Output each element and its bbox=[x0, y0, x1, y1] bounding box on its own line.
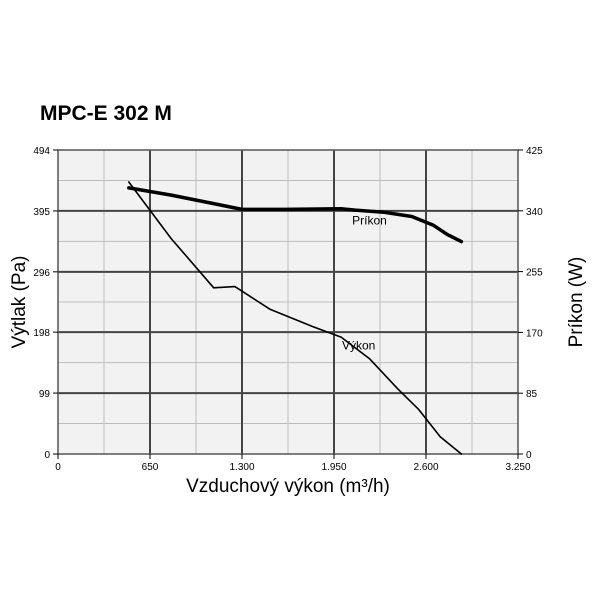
y-right-tick-label: 85 bbox=[526, 389, 538, 400]
y-left-tick-label: 296 bbox=[33, 268, 50, 279]
series-label-prikon: Príkon bbox=[352, 214, 387, 228]
series-lines bbox=[127, 181, 464, 455]
x-tick-label: 1.300 bbox=[229, 462, 254, 473]
x-tick-label: 1.950 bbox=[321, 462, 346, 473]
x-tick-label: 650 bbox=[142, 462, 159, 473]
y-right-axis-title: Príkon (W) bbox=[566, 257, 587, 348]
x-tick-label: 2.600 bbox=[413, 462, 438, 473]
series-label-vykon: Výkon bbox=[342, 338, 375, 352]
y-left-tick-label: 395 bbox=[33, 207, 50, 218]
series-labels: Výkon Príkon bbox=[342, 214, 387, 353]
y-left-tick-label: 0 bbox=[44, 450, 50, 461]
series-line-prikon bbox=[127, 186, 464, 244]
y-right-tick-label: 170 bbox=[526, 328, 543, 339]
tick-labels: 0 650 1.300 1.950 2.600 3.2500991982963954940… bbox=[33, 146, 543, 473]
y-right-tick-label: 255 bbox=[526, 268, 543, 279]
major-gridlines bbox=[58, 150, 518, 454]
y-right-tick-label: 0 bbox=[526, 450, 532, 461]
x-tick-label: 0 bbox=[55, 462, 61, 473]
series-line-vykon bbox=[128, 181, 463, 455]
y-left-tick-label: 198 bbox=[33, 328, 50, 339]
y-left-axis-title: Výtlak (Pa) bbox=[9, 256, 30, 349]
chart-title: MPC-E 302 M bbox=[40, 102, 172, 125]
y-right-tick-label: 425 bbox=[526, 146, 543, 157]
plot-frame bbox=[57, 149, 519, 455]
y-left-tick-label: 99 bbox=[39, 389, 51, 400]
x-tick-label: 3.250 bbox=[505, 462, 530, 473]
y-right-tick-label: 340 bbox=[526, 207, 543, 218]
tick-marks bbox=[53, 149, 523, 459]
x-axis-title: Vzduchový výkon (m³/h) bbox=[186, 476, 390, 497]
minor-gridlines bbox=[58, 150, 518, 454]
y-left-tick-label: 494 bbox=[33, 146, 50, 157]
